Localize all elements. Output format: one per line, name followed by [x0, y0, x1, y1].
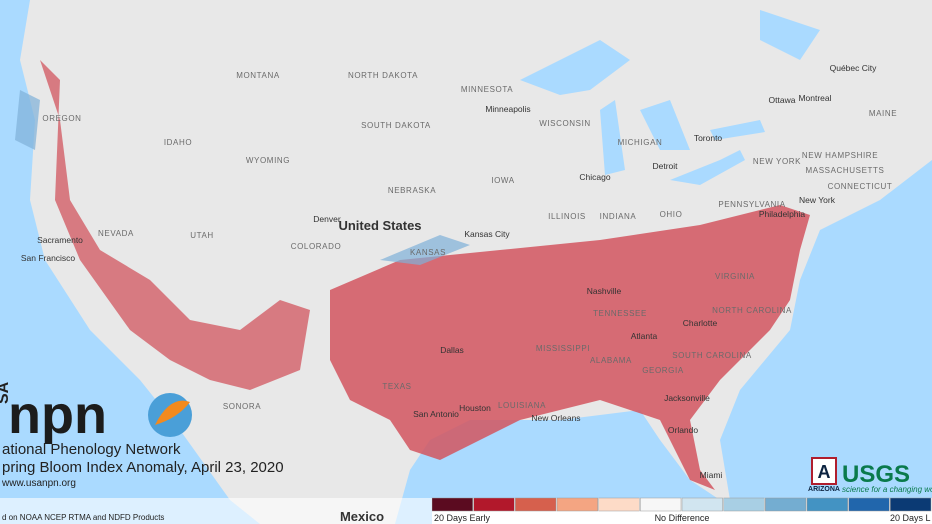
state-label: INDIANA: [600, 212, 637, 221]
state-label: WYOMING: [246, 156, 290, 165]
state-label: OHIO: [660, 210, 683, 219]
legend-swatch: [890, 497, 932, 512]
logo-url: www.usanpn.org: [1, 478, 76, 489]
logo-side: SA: [0, 381, 12, 404]
city-label: Denver: [313, 214, 341, 224]
usgs-tagline: science for a changing wor: [842, 485, 932, 494]
logo-leaf: [155, 400, 190, 425]
great-lakes: [520, 10, 820, 185]
state-label: COLORADO: [291, 242, 342, 251]
state-label: ALABAMA: [590, 356, 632, 365]
arizona-mark: A: [818, 462, 831, 482]
city-label: Houston: [459, 403, 491, 413]
city-label: Minneapolis: [485, 104, 530, 114]
legend: 20 Days Early No Difference 20 Days L: [431, 497, 932, 524]
pacific: [0, 0, 260, 524]
city-label: Miami: [700, 470, 723, 480]
legend-swatch: [431, 497, 473, 512]
logo-network: ational Phenology Network: [2, 441, 181, 458]
anomaly-west: [40, 60, 310, 390]
arizona-text: ARIZONA: [808, 486, 840, 493]
anomaly-early: [330, 205, 810, 490]
state-label: MICHIGAN: [618, 138, 663, 147]
footer-band: [0, 498, 432, 524]
city-label: Toronto: [694, 133, 723, 143]
legend-swatch: [556, 497, 598, 512]
country-label: Mexico: [340, 509, 384, 524]
map-labels: United States MINNESOTA Minneapolis WISC…: [21, 63, 897, 524]
legend-swatch: [848, 497, 890, 512]
usgs-logo: USGS: [842, 461, 910, 488]
city-label: Detroit: [652, 161, 678, 171]
state-label: WISCONSIN: [539, 119, 591, 128]
legend-swatch: [473, 497, 515, 512]
state-label: MAINE: [869, 109, 897, 118]
legend-swatch: [723, 497, 765, 512]
legend-swatch: [681, 497, 723, 512]
city-label: New Orleans: [531, 413, 580, 423]
state-label: NORTH DAKOTA: [348, 71, 418, 80]
legend-swatch: [765, 497, 807, 512]
city-label: Ottawa: [769, 95, 796, 105]
state-label: ILLINOIS: [548, 212, 586, 221]
state-label: VIRGINIA: [715, 272, 755, 281]
city-label: Philadelphia: [759, 209, 806, 219]
arizona-logo: [811, 457, 837, 485]
legend-swatch: [640, 497, 682, 512]
legend-swatch: [806, 497, 848, 512]
state-label: IDAHO: [164, 138, 192, 147]
state-label: CONNECTICUT: [828, 182, 893, 191]
state-label: MINNESOTA: [461, 85, 513, 94]
city-label: Orlando: [668, 425, 699, 435]
state-label: IOWA: [491, 176, 514, 185]
state-label: UTAH: [190, 231, 214, 240]
map-title: pring Bloom Index Anomaly, April 23, 202…: [2, 459, 284, 476]
legend-swatch: [515, 497, 557, 512]
state-label: SOUTH DAKOTA: [361, 121, 431, 130]
legend-label: 20 Days L: [890, 513, 931, 523]
state-label: KANSAS: [410, 248, 446, 257]
logo-acronym: npn: [8, 385, 107, 445]
city-label: Chicago: [579, 172, 610, 182]
city-label: San Antonio: [413, 409, 459, 419]
footnote: d on NOAA NCEP RTMA and NDFD Products: [2, 513, 164, 522]
city-label: Jacksonville: [664, 393, 710, 403]
state-label: GEORGIA: [642, 366, 684, 375]
state-label: PENNSYLVANIA: [718, 200, 785, 209]
city-label: New York: [799, 195, 836, 205]
state-label: MONTANA: [236, 71, 280, 80]
city-label: San Francisco: [21, 253, 76, 263]
state-label: NEW HAMPSHIRE: [802, 151, 878, 160]
city-label: Dallas: [440, 345, 464, 355]
state-label: OREGON: [42, 114, 81, 123]
state-label: LOUISIANA: [498, 401, 546, 410]
city-label: Nashville: [587, 286, 622, 296]
state-label: MASSACHUSETTS: [806, 166, 885, 175]
anomaly-late: [15, 90, 470, 265]
city-label: Québec City: [830, 63, 878, 73]
legend-label: No Difference: [655, 513, 710, 523]
state-label: MISSISSIPPI: [536, 344, 590, 353]
legend-label: 20 Days Early: [434, 513, 491, 523]
city-label: Sacramento: [37, 235, 83, 245]
city-label: Charlotte: [683, 318, 718, 328]
state-label: SONORA: [223, 402, 261, 411]
country-label: United States: [338, 218, 421, 233]
city-label: Atlanta: [631, 331, 658, 341]
city-label: Kansas City: [464, 229, 510, 239]
state-label: NEBRASKA: [388, 186, 436, 195]
city-label: Montreal: [798, 93, 831, 103]
atlantic: [720, 160, 932, 524]
legend-swatch: [598, 497, 640, 512]
state-label: TEXAS: [382, 382, 411, 391]
state-label: NEW YORK: [753, 157, 801, 166]
state-label: NORTH CAROLINA: [712, 306, 792, 315]
state-label: SOUTH CAROLINA: [672, 351, 752, 360]
state-label: NEVADA: [98, 229, 134, 238]
state-label: TENNESSEE: [593, 309, 647, 318]
